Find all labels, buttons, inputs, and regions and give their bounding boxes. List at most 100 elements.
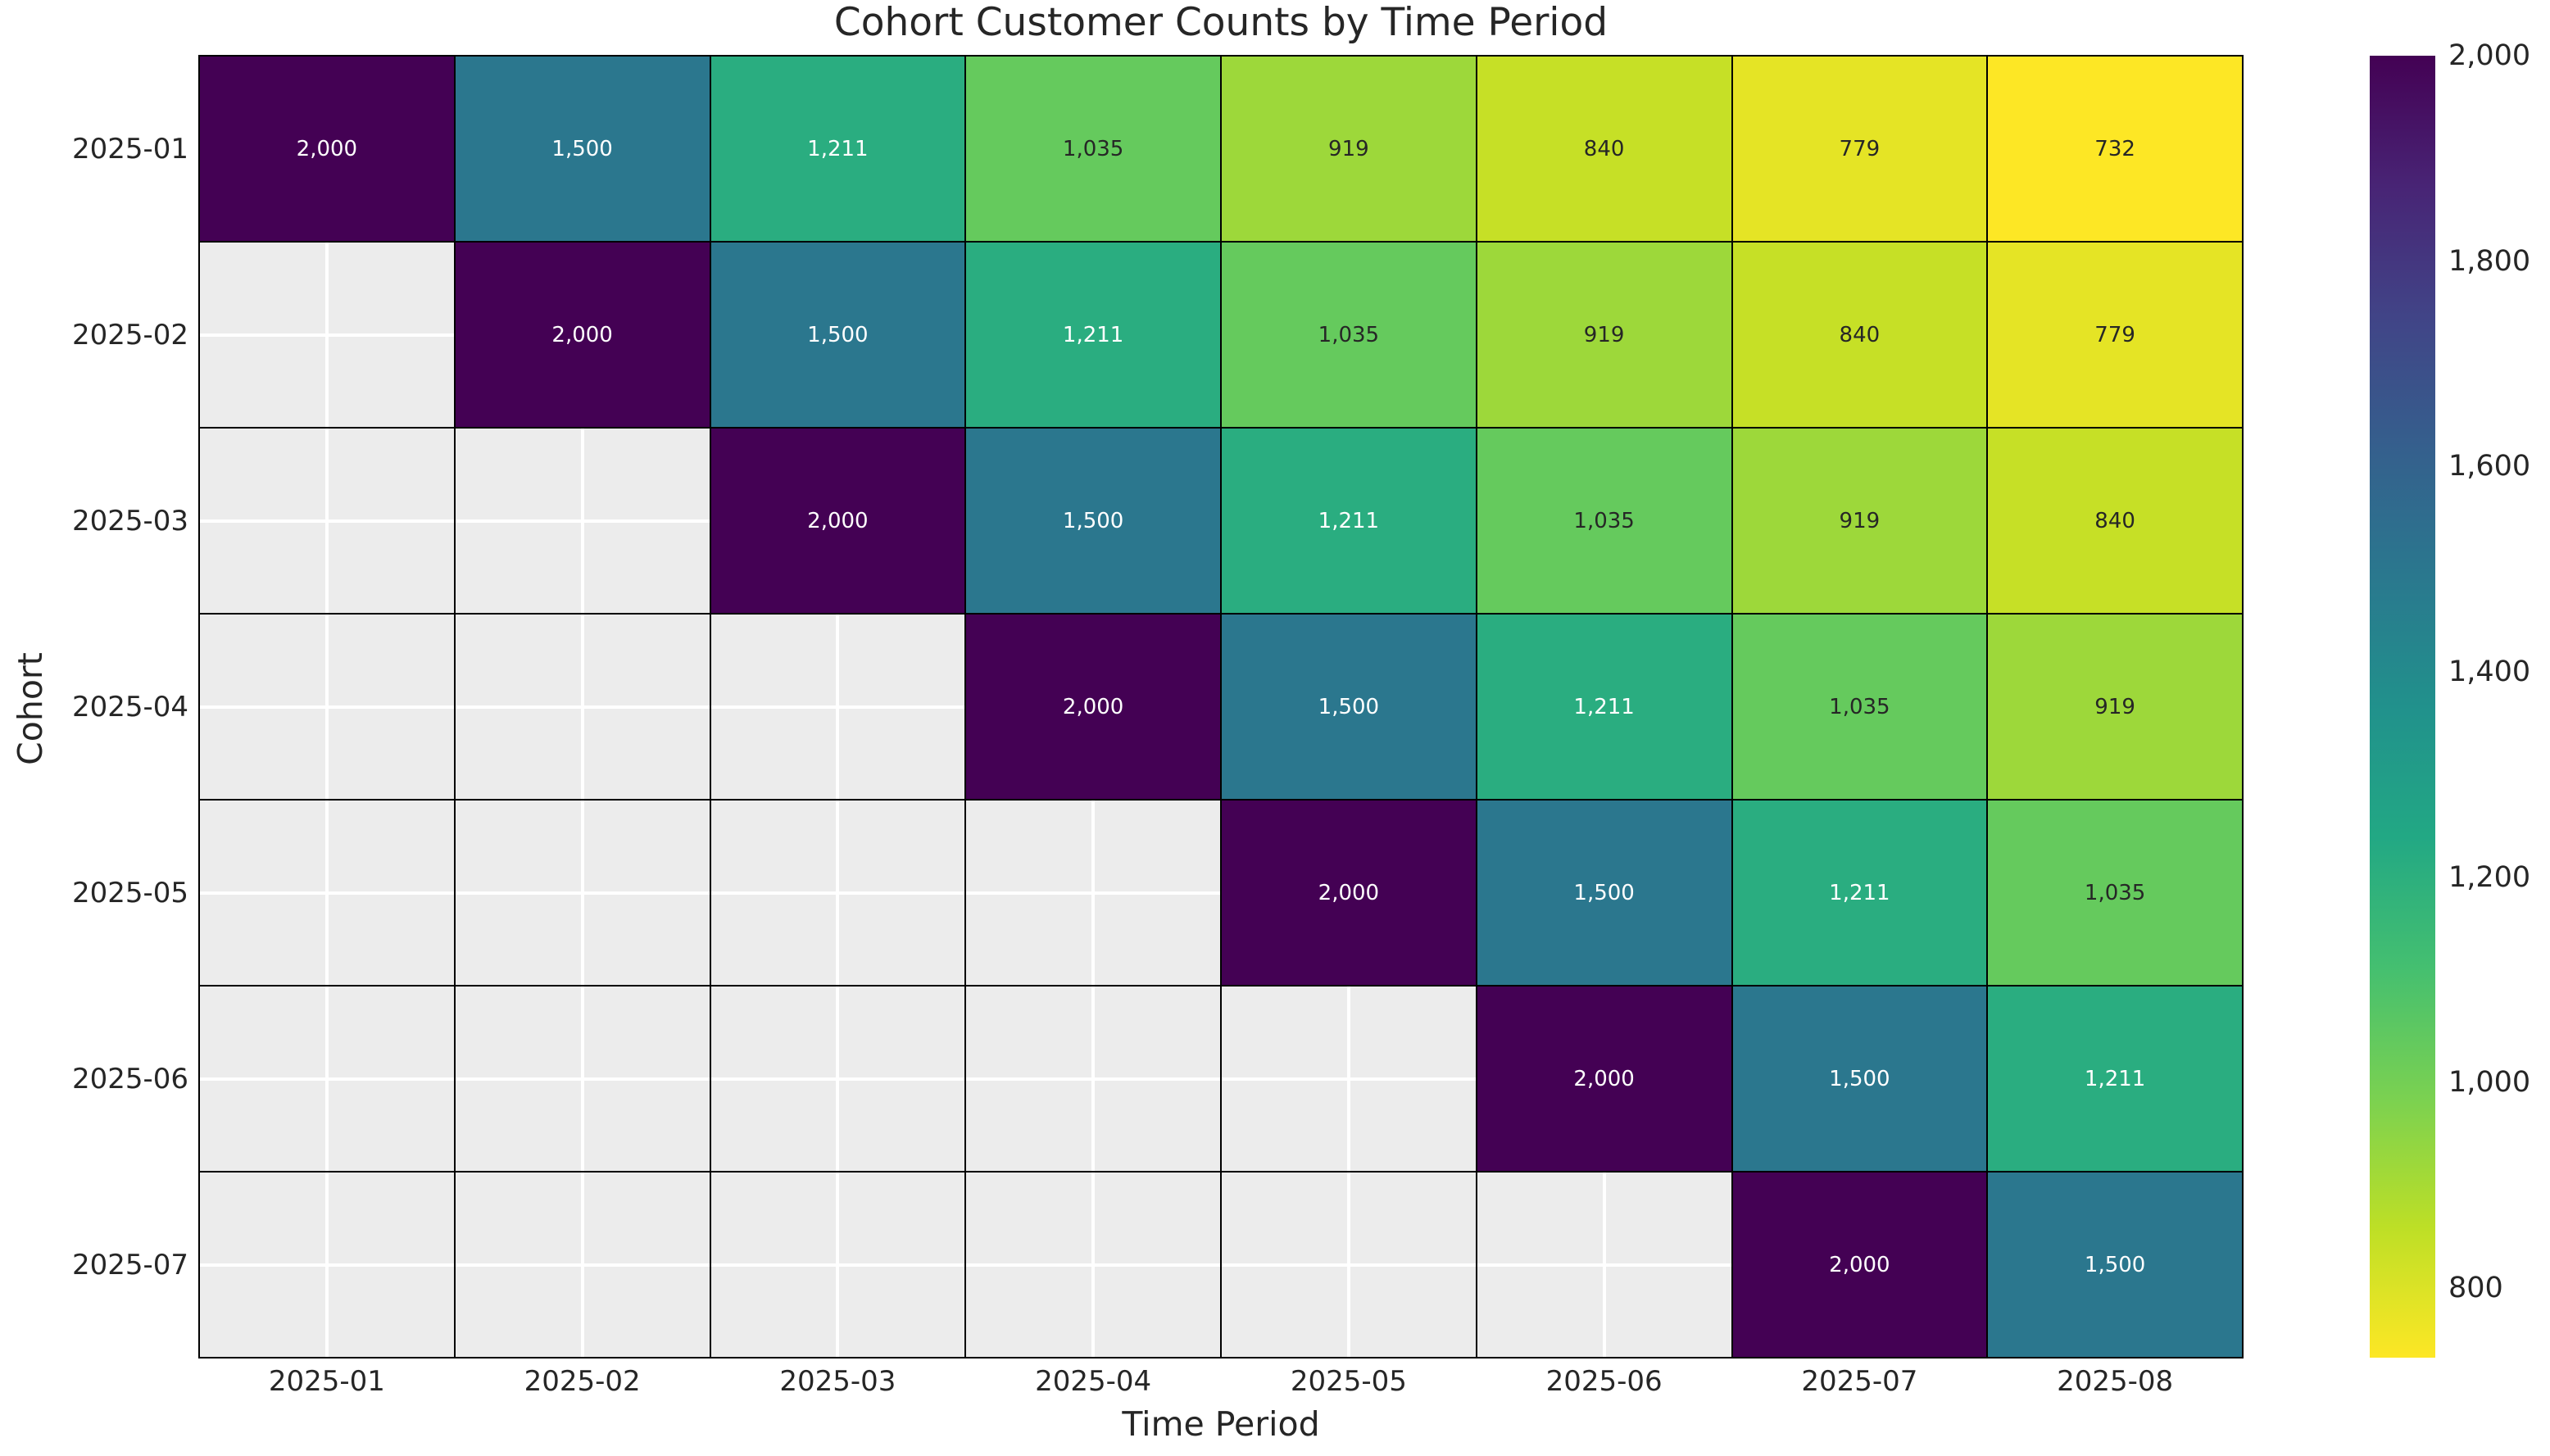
cell-border-line [1475,55,1477,1358]
heatmap-cell: 840 [1987,428,2243,614]
y-tick-label: 2025-01 [71,132,188,166]
cell-annotation: 1,211 [1829,880,1890,905]
colorbar-gradient [2370,56,2435,1358]
cell-border-line [709,55,711,1358]
cell-border-line [199,241,2243,243]
cell-annotation: 2,000 [1573,1066,1635,1091]
heatmap-cell: 1,035 [1221,242,1477,428]
heatmap-cell: 2,000 [199,56,455,242]
x-tick-label: 2025-02 [524,1365,641,1398]
heatmap-cell: 2,000 [1476,986,1732,1172]
x-axis-title: Time Period [1122,1404,1320,1444]
colorbar-tick-label: 1,200 [2448,860,2531,894]
cell-annotation: 1,500 [1062,508,1124,533]
cell-annotation: 1,035 [1062,136,1124,161]
cell-border-line [2242,55,2244,1358]
cell-annotation: 1,211 [807,136,869,161]
y-tick-label: 2025-02 [71,318,188,352]
heatmap-cell: 1,035 [1476,428,1732,614]
cell-annotation: 1,211 [1573,694,1635,719]
colorbar-tick-label: 1,000 [2448,1066,2531,1100]
y-tick-label: 2025-05 [71,876,188,909]
heatmap-cell: 840 [1476,56,1732,242]
cell-annotation: 919 [1583,322,1625,347]
cell-annotation: 1,500 [1573,880,1635,905]
cell-annotation: 2,000 [1318,880,1380,905]
cell-annotation: 1,500 [1829,1066,1890,1091]
colorbar-tick-label: 800 [2448,1271,2503,1304]
heatmap-cell: 840 [1731,242,1988,428]
cell-annotation: 2,000 [296,136,358,161]
heatmap-cell: 1,500 [710,242,966,428]
heatmap-cell: 1,500 [1476,800,1732,986]
cell-border-line [199,1357,2243,1358]
heatmap-cell: 2,000 [965,614,1221,800]
heatmap-cell: 1,035 [1987,800,2243,986]
heatmap-cell: 1,500 [1221,614,1477,800]
heatmap-cell: 919 [1221,56,1477,242]
y-tick-label: 2025-07 [71,1248,188,1281]
cell-border-line [1220,55,1222,1358]
heatmap-cell: 919 [1731,428,1988,614]
cell-annotation: 1,500 [807,322,869,347]
colorbar-tick-label: 1,400 [2448,655,2531,688]
heatmap-cell: 2,000 [454,242,710,428]
cell-annotation: 840 [1583,136,1625,161]
cell-border-line [199,55,2243,57]
cell-border-line [1731,55,1733,1358]
y-tick-label: 2025-06 [71,1062,188,1095]
cell-annotation: 1,500 [551,136,613,161]
heatmap-cell: 1,211 [1221,428,1477,614]
cell-annotation: 919 [1328,136,1369,161]
heatmap-cell: 1,211 [1731,800,1988,986]
x-tick-label: 2025-04 [1035,1365,1152,1398]
heatmap-cell: 919 [1476,242,1732,428]
cell-border-line [1986,55,1989,1358]
heatmap-cell: 2,000 [1221,800,1477,986]
heatmap-cell: 1,500 [1731,986,1988,1172]
x-tick-label: 2025-03 [779,1365,896,1398]
colorbar-tick-label: 2,000 [2448,39,2531,72]
heatmap-cell: 1,500 [965,428,1221,614]
cell-border-line [199,613,2243,615]
heatmap-cell: 1,500 [1987,1172,2243,1358]
cell-border-line [453,55,456,1358]
x-tick-label: 2025-05 [1290,1365,1407,1398]
heatmap-cell: 779 [1987,242,2243,428]
cell-border-line [199,1171,2243,1173]
x-tick-label: 2025-08 [2057,1365,2174,1398]
cell-border-line [198,55,200,1358]
heatmap-cell: 2,000 [1731,1172,1988,1358]
cell-annotation: 919 [2094,694,2135,719]
cell-border-line [199,427,2243,429]
cell-annotation: 2,000 [1829,1252,1890,1277]
cell-annotation: 1,035 [1318,322,1380,347]
cell-annotation: 1,500 [1318,694,1380,719]
cell-annotation: 919 [1839,508,1881,533]
heatmap-cell: 779 [1731,56,1988,242]
heatmap-cell: 1,035 [965,56,1221,242]
cell-annotation: 840 [1839,322,1881,347]
heatmap-cell: 1,211 [1476,614,1732,800]
heatmap-plot-area: 2,000 1,500 1,211 1,035 919 840 779 732 2,000 1,5… [198,55,2244,1358]
heatmap-cell: 1,211 [710,56,966,242]
cell-annotation: 1,035 [1829,694,1890,719]
colorbar-tick-label: 1,800 [2448,244,2531,278]
cell-annotation: 1,211 [2084,1066,2146,1091]
cell-annotation: 779 [2094,322,2135,347]
cell-annotation: 1,211 [1062,322,1124,347]
colorbar-tick-label: 1,600 [2448,450,2531,483]
cell-border-line [199,799,2243,801]
heatmap-cell: 1,211 [1987,986,2243,1172]
cell-border-line [964,55,967,1358]
cell-annotation: 1,035 [2084,880,2146,905]
cell-annotation: 732 [2094,136,2135,161]
x-tick-label: 2025-01 [268,1365,385,1398]
cell-annotation: 2,000 [807,508,869,533]
chart-title: Cohort Customer Counts by Time Period [833,0,1608,45]
cell-border-line [199,985,2243,987]
cell-annotation: 1,035 [1573,508,1635,533]
heatmap-cell: 1,035 [1731,614,1988,800]
cell-annotation: 1,500 [2084,1252,2146,1277]
